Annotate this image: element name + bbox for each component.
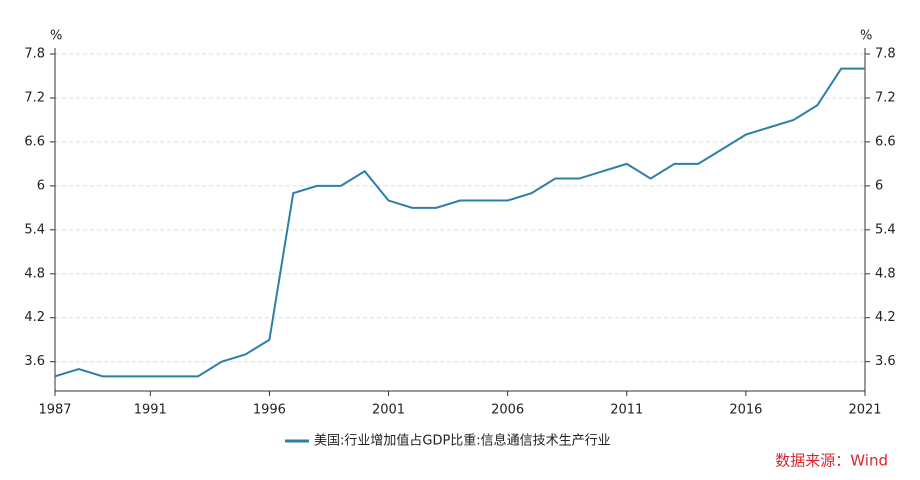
y-tick-label: 6.6 bbox=[24, 134, 45, 149]
y-tick-label: 7.2 bbox=[24, 90, 45, 105]
y2-tick-label: 7.2 bbox=[875, 90, 896, 105]
x-tick-label: 2006 bbox=[491, 403, 524, 418]
y2-tick-label: 3.6 bbox=[875, 354, 896, 369]
x-tick-label: 1991 bbox=[134, 403, 167, 418]
x-tick-label: 2011 bbox=[610, 403, 643, 418]
y-tick-label: 3.6 bbox=[24, 354, 45, 369]
source: 数据来源：Wind bbox=[775, 452, 888, 470]
legend-label: 美国:行业增加值占GDP比重:信息通信技术生产行业 bbox=[314, 433, 611, 449]
x-tick-label: 2021 bbox=[848, 403, 881, 418]
y2-tick-label: 6 bbox=[875, 178, 883, 193]
y2-tick-label: 7.8 bbox=[875, 47, 896, 62]
y-tick-label: 7.8 bbox=[24, 47, 45, 62]
x-tick-label: 1987 bbox=[38, 403, 71, 418]
x-tick-label: 2016 bbox=[729, 403, 762, 418]
series-line bbox=[54, 67, 865, 378]
y-tick-label: 6 bbox=[37, 178, 45, 193]
y-tick-label: 4.2 bbox=[24, 310, 45, 325]
y-unit: % bbox=[50, 29, 62, 44]
y-tick-label: 4.8 bbox=[24, 266, 45, 281]
y2-unit: % bbox=[860, 29, 872, 44]
x-tick-label: 1996 bbox=[253, 403, 286, 418]
y-tick-label: 5.4 bbox=[24, 222, 45, 237]
y2-tick-label: 6.6 bbox=[875, 134, 896, 149]
y2-tick-label: 4.8 bbox=[875, 266, 896, 281]
y2-tick-label: 5.4 bbox=[875, 222, 896, 237]
y2-tick-label: 4.2 bbox=[875, 310, 896, 325]
x-tick-label: 2001 bbox=[372, 403, 405, 418]
